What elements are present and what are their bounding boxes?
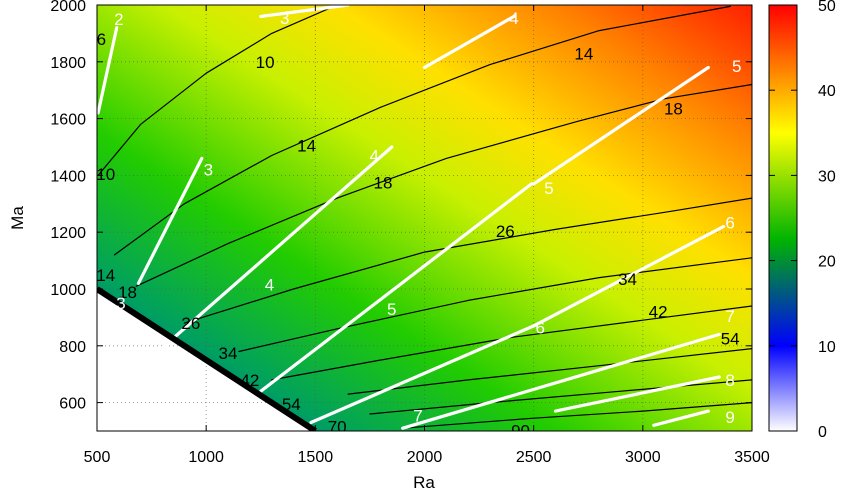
white-contour-label: 6 <box>535 318 544 337</box>
white-contour-line <box>553 375 721 413</box>
x-tick-label: 3500 <box>734 449 770 466</box>
white-contour-label: 3 <box>116 294 125 313</box>
x-tick-label: 3000 <box>625 449 661 466</box>
white-contour-line <box>156 145 394 354</box>
black-contour-label: 34 <box>618 270 637 289</box>
white-contour-line <box>259 5 350 18</box>
y-axis-title: Ma <box>8 206 27 230</box>
white-contour-line <box>401 332 721 430</box>
white-contours <box>97 5 726 430</box>
white-contour-line <box>532 65 710 186</box>
black-contour-label: 14 <box>297 137 316 156</box>
white-contour-label: 5 <box>387 300 396 319</box>
y-tick-label: 1800 <box>50 55 86 72</box>
white-contour-line <box>422 14 516 70</box>
x-tick-label: 500 <box>84 449 111 466</box>
x-tick-label: 1000 <box>188 449 224 466</box>
black-contour-line <box>271 305 752 381</box>
white-contour-label: 2 <box>114 10 123 29</box>
colorbar-ticks: 0 10 20 30 40 50 <box>769 0 836 441</box>
x-tick-label: 2000 <box>407 449 443 466</box>
black-contour-label: 42 <box>649 303 668 322</box>
y-tick-label: 1600 <box>50 112 86 129</box>
black-contour-label: 6 <box>97 30 106 49</box>
y-tick-label: 2000 <box>50 0 86 15</box>
black-contours <box>97 5 752 429</box>
black-contour-label: 14 <box>96 266 115 285</box>
white-contour-line <box>309 324 536 425</box>
white-contour-label: 9 <box>725 408 734 427</box>
x-tick-label: 2500 <box>516 449 552 466</box>
white-contour-line <box>532 224 726 328</box>
black-contour-line <box>97 5 338 176</box>
white-contour-label: 3 <box>204 161 213 180</box>
colorbar-tick-label: 30 <box>818 168 836 185</box>
x-tick-label: 1500 <box>298 449 334 466</box>
y-tick-label: 1000 <box>50 282 86 299</box>
white-contour-line <box>652 409 710 427</box>
black-contour-label: 70 <box>328 418 347 437</box>
white-contour-label: 6 <box>725 213 734 232</box>
black-contour-label: 14 <box>574 44 593 63</box>
black-contour-label: 42 <box>240 371 259 390</box>
white-contour-label: 4 <box>265 276 274 295</box>
white-contour-label: 5 <box>544 179 553 198</box>
white-contour-line <box>136 156 204 285</box>
black-contour-line <box>369 379 752 415</box>
black-contour-line <box>113 5 731 256</box>
white-contour-label: 8 <box>725 371 734 390</box>
y-tick-label: 600 <box>59 396 86 413</box>
black-contour-label: 26 <box>496 222 515 241</box>
colorbar-tick-label: 50 <box>818 0 836 15</box>
white-contour-label: 4 <box>370 147 379 166</box>
white-contour-label: 7 <box>413 406 422 425</box>
white-contour-label: 4 <box>509 9 518 28</box>
white-contour-line <box>259 182 534 393</box>
y-tick-label: 1200 <box>50 225 86 242</box>
stability-boundary-line <box>97 286 317 431</box>
grid-lines <box>97 5 752 431</box>
black-contour-label: 10 <box>256 53 275 72</box>
black-contour-label: 18 <box>118 283 137 302</box>
black-contour-label: 54 <box>721 330 740 349</box>
black-contour-label: 26 <box>181 314 200 333</box>
black-contour-label: 34 <box>219 344 238 363</box>
black-contour-line <box>402 402 752 429</box>
black-contour-line <box>238 257 752 353</box>
white-contour-line <box>97 26 119 115</box>
colorbar-tick-label: 20 <box>818 254 836 271</box>
black-contour-label: 54 <box>282 395 301 414</box>
black-contour-label: 18 <box>664 100 683 119</box>
y-tick-label: 800 <box>59 339 86 356</box>
white-contour-label: 5 <box>732 57 741 76</box>
x-axis-title: Ra <box>413 473 435 492</box>
colorbar-tick-label: 0 <box>818 424 827 441</box>
black-contour-line <box>135 83 752 287</box>
black-contour-line <box>183 197 752 324</box>
y-tick-label: 1400 <box>50 168 86 185</box>
colorbar-tick-label: 10 <box>818 339 836 356</box>
black-contour-line <box>347 348 752 395</box>
black-contour-label: 90 <box>511 421 530 440</box>
white-contour-label: 7 <box>725 307 734 326</box>
axis-ticks: 500 1000 1500 2000 2500 3000 3500 600 800 1000 120… <box>50 0 769 466</box>
colorbar <box>768 4 798 432</box>
colorbar-tick-label: 40 <box>818 83 836 100</box>
white-contour-label: 3 <box>280 9 289 28</box>
black-contour-label: 18 <box>374 174 393 193</box>
black-contour-label: 10 <box>96 165 115 184</box>
